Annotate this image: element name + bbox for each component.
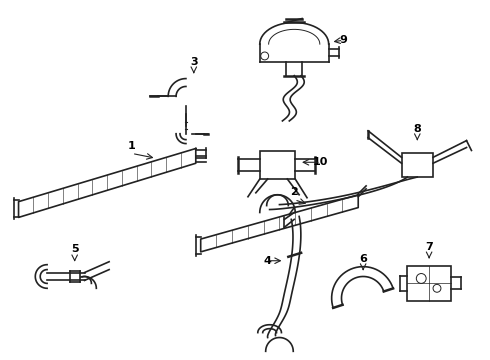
Text: 4: 4 [264, 256, 271, 266]
Text: 5: 5 [71, 244, 78, 254]
Text: 9: 9 [340, 35, 347, 45]
Text: 8: 8 [414, 124, 421, 134]
Bar [408, 266, 451, 301]
Text: 2: 2 [291, 187, 298, 197]
Text: 1: 1 [128, 140, 136, 150]
Text: 10: 10 [313, 157, 328, 167]
Bar [260, 152, 295, 179]
Text: 3: 3 [190, 57, 197, 67]
Bar [401, 153, 433, 177]
Text: 6: 6 [359, 254, 367, 264]
Text: 7: 7 [425, 242, 433, 252]
